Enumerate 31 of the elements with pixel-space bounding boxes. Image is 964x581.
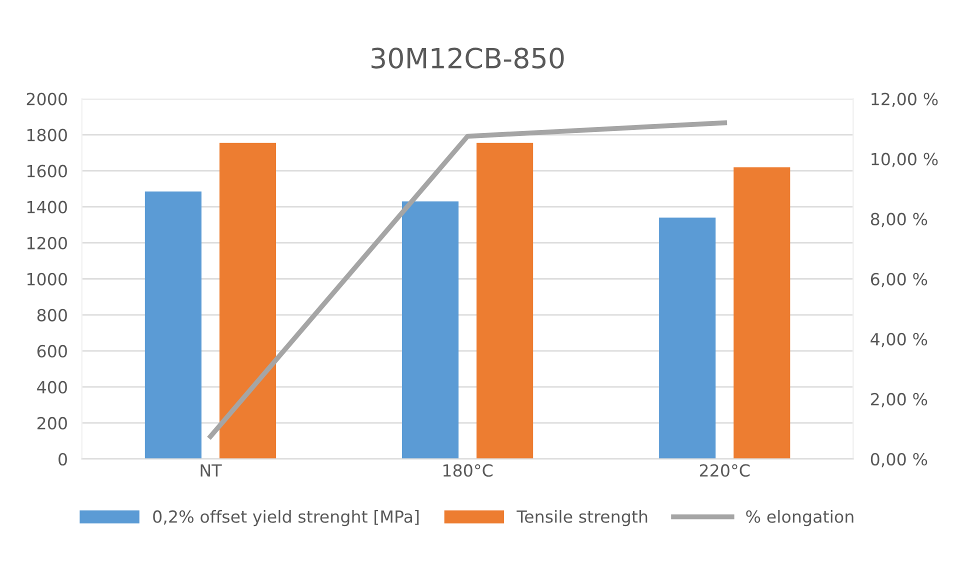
x-tick-label: NT [200,464,222,477]
y-tick-label: 1600 [27,164,67,178]
y2-tick-label: 2,00 % [871,392,928,408]
bar [476,142,534,459]
y-tick-label: 1000 [27,272,67,286]
y-tick-label: 2000 [26,92,67,106]
legend-label: 0,2% offset yield strenght [MPa] [153,510,419,526]
y2-tick-label: 8,00 % [870,212,928,228]
bar [144,192,202,459]
y-tick-label: 0 [58,452,67,466]
y2-tick-label: 10,00 % [872,152,938,168]
y-tick-label: 200 [37,416,67,430]
y2-tick-label: 0,00 % [870,452,928,468]
y-tick-label: 400 [37,380,67,394]
bar [402,201,459,459]
chart-title: 30M12CB-850 [372,48,564,69]
y-tick-label: 800 [37,308,67,322]
y-tick-label: 1200 [27,236,67,250]
bar [659,218,716,459]
x-tick-label: 180°C [443,464,493,477]
y-tick-label: 1800 [27,128,67,142]
x-tick-label: 220°C [700,464,750,477]
legend-label: Tensile strength [516,510,648,526]
y-tick-label: 1400 [27,200,67,214]
y2-tick-label: 12,00 % [872,92,938,108]
bar [734,167,790,459]
bar [219,142,276,459]
y2-tick-label: 4,00 % [870,332,928,348]
y-tick-label: 600 [37,344,67,358]
legend-label: % elongation [746,510,854,526]
y2-tick-label: 6,00 % [870,272,928,288]
